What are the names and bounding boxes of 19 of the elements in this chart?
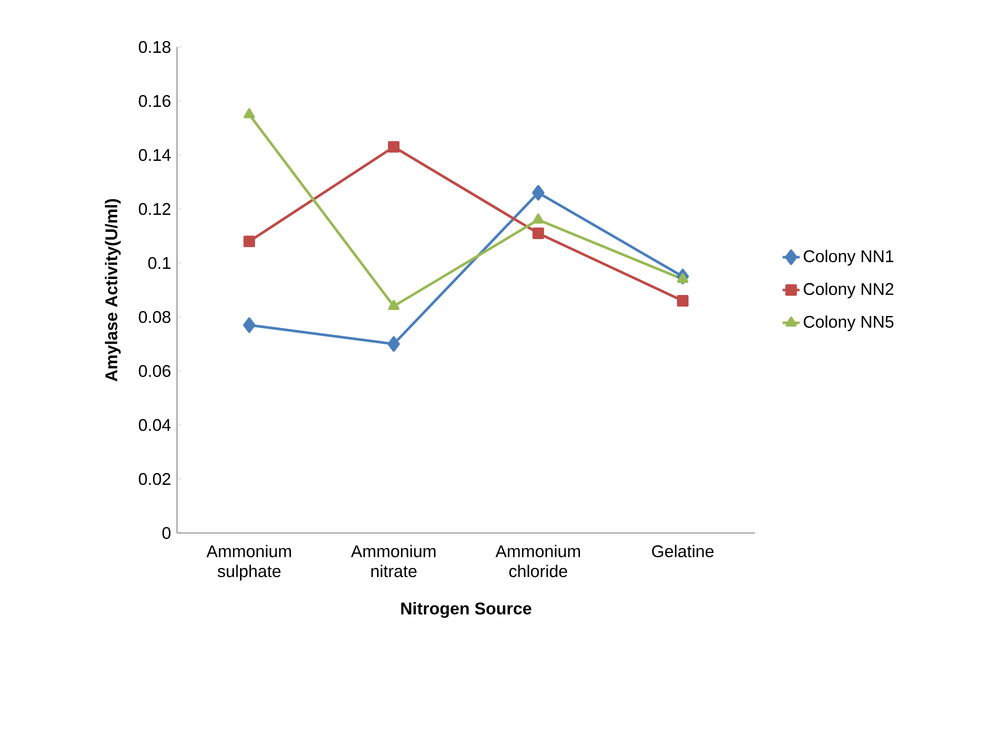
y-tick-label: 0.06 [138, 365, 170, 377]
x-tick-label: Ammonium sulphate [206, 544, 291, 581]
y-tick-label: 0.1 [148, 257, 170, 269]
y-axis-title: Amylase Activity(U/ml) [104, 199, 121, 382]
legend-label: Colony NN1 [804, 250, 894, 266]
y-tick-label: 0 [162, 527, 171, 539]
x-tick-label: Ammonium nitrate [350, 544, 436, 578]
y-tick-label: 0.12 [138, 202, 170, 215]
y-tick-label: 0.18 [138, 40, 170, 53]
y-tick-label: 0.14 [138, 148, 171, 161]
y-tick-label: 0.02 [138, 473, 170, 485]
y-tick-label: 0.04 [138, 419, 171, 431]
y-tick-label: 0.08 [138, 311, 170, 323]
y-tick-label: 0.16 [138, 94, 170, 107]
legend-label: Colony NN5 [804, 315, 894, 332]
x-tick-label: Gelatine [652, 544, 714, 558]
x-tick-label: Ammonium chloride [495, 544, 580, 578]
legend-label: Colony NN2 [804, 282, 894, 298]
x-axis-title: Nitrogen Source [401, 602, 532, 618]
